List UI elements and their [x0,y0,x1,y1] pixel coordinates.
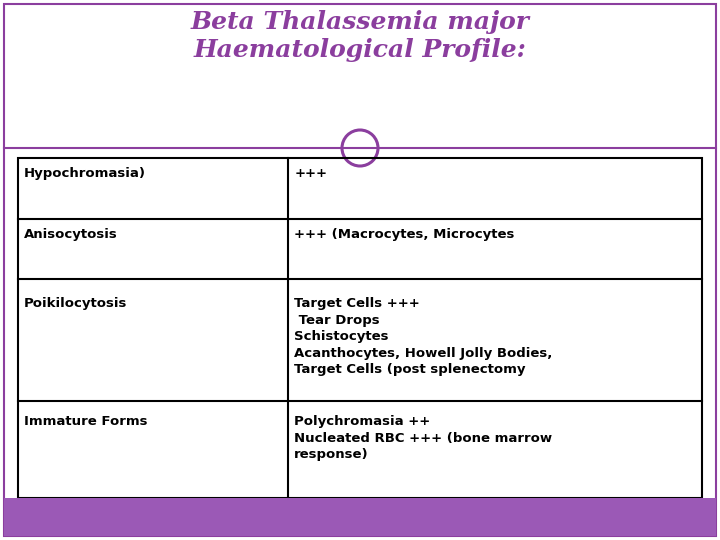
Text: Poikilocytosis: Poikilocytosis [24,298,127,310]
Text: Anisocytosis: Anisocytosis [24,227,118,241]
Text: +++: +++ [294,167,327,180]
Text: +++ (Macrocytes, Microcytes: +++ (Macrocytes, Microcytes [294,227,515,241]
Text: Target Cells +++
 Tear Drops
Schistocytes
Acanthocytes, Howell Jolly Bodies,
Tar: Target Cells +++ Tear Drops Schistocytes… [294,298,552,376]
Bar [18,158,702,498]
Text: Beta Thalassemia major
Haematological Profile:: Beta Thalassemia major Haematological Pr… [191,10,529,62]
Text: Hypochromasia): Hypochromasia) [24,167,146,180]
Text: Immature Forms: Immature Forms [24,415,148,428]
Text: Polychromasia ++
Nucleated RBC +++ (bone marrow
response): Polychromasia ++ Nucleated RBC +++ (bone… [294,415,552,461]
Bar [4,498,716,536]
